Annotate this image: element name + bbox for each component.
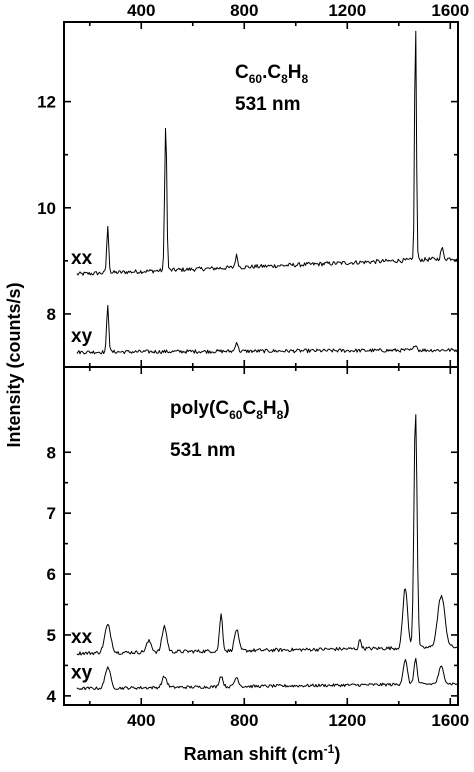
series-xy-line — [76, 657, 459, 691]
formula-part: ) — [283, 398, 289, 419]
x-tick-label: 1600 — [431, 711, 469, 730]
formula-part: H — [288, 62, 302, 83]
series-label-xy: xy — [71, 663, 93, 684]
formula-part: 60 — [229, 408, 243, 422]
y-tick-label: 10 — [37, 199, 56, 218]
formula-part: 8 — [281, 72, 288, 86]
formula-part: C — [235, 62, 249, 83]
series-xx-line — [76, 30, 459, 276]
formula-part: .C — [262, 62, 281, 83]
formula-part: poly(C — [170, 398, 229, 419]
y-tick-label: 6 — [47, 565, 56, 584]
y-tick-label: 4 — [47, 687, 57, 706]
x-tick-label: 1600 — [431, 1, 469, 20]
x-tick-label: 1200 — [328, 1, 366, 20]
y-tick-label: 5 — [47, 626, 56, 645]
y-axis-title: Intensity (counts/s) — [4, 282, 24, 447]
x-axis-title-part: ) — [334, 744, 340, 764]
y-tick-label: 8 — [47, 443, 56, 462]
y-tick-label: 7 — [47, 504, 56, 523]
x-tick-label: 400 — [127, 1, 155, 20]
formula-part: 60 — [249, 72, 263, 86]
x-tick-label: 1200 — [328, 711, 366, 730]
formula-part: H — [263, 398, 277, 419]
panel-annotation-wavelength: 531 nm — [170, 440, 235, 461]
plot-frame — [63, 366, 459, 706]
bottom-x-tick-labels: 400 800 1200 1600 — [127, 711, 469, 730]
x-axis-title: Raman shift (cm-1) — [184, 742, 341, 764]
panel-annotation-formula: poly(C60C8H8) — [170, 398, 290, 422]
formula-part: 8 — [302, 72, 309, 86]
x-tick-label: 800 — [230, 1, 258, 20]
series-xy-line — [76, 304, 459, 355]
panel-annotation-wavelength: 531 nm — [235, 94, 300, 115]
x-axis-title-part: Raman shift (cm — [184, 744, 324, 764]
x-axis-title-part: -1 — [324, 742, 335, 756]
top-x-tick-labels: 400 800 1200 1600 — [127, 1, 469, 20]
y-tick-label: 8 — [47, 305, 56, 324]
panel-annotation-formula: C60.C8H8 — [235, 62, 309, 86]
y-tick-label: 12 — [37, 93, 56, 112]
series-label-xx: xx — [71, 627, 93, 648]
x-tick-label: 800 — [230, 711, 258, 730]
formula-part: 8 — [277, 408, 284, 422]
series-label-xy: xy — [71, 326, 93, 347]
series-xx-line — [76, 414, 459, 656]
x-tick-label: 400 — [127, 711, 155, 730]
series-label-xx: xx — [71, 248, 93, 269]
formula-part: C — [242, 398, 256, 419]
formula-part: 8 — [256, 408, 263, 422]
